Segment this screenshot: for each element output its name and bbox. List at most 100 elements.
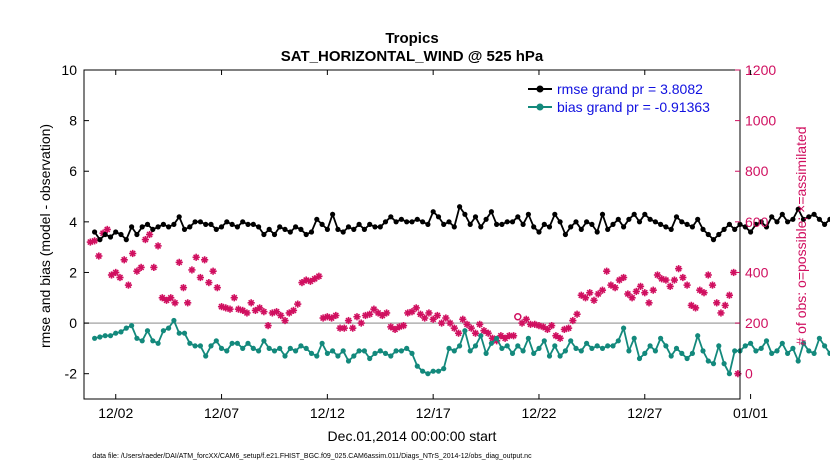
rmse-point	[113, 229, 119, 235]
rmse-point	[541, 221, 547, 227]
rmse-point	[208, 221, 214, 227]
rmse-point	[594, 229, 600, 235]
y-tick-label-left: 10	[61, 62, 77, 78]
obs-assimilated-marker	[230, 294, 238, 302]
bias-point	[589, 345, 595, 351]
bias-point	[324, 350, 330, 356]
bias-point	[256, 348, 262, 354]
rmse-point	[758, 219, 764, 225]
bias-point	[790, 345, 796, 351]
bias-point	[689, 350, 696, 356]
obs-assimilated-marker	[344, 316, 353, 325]
y-axis-label-right: # of obs: o=possible; ×=assimilated	[793, 126, 809, 345]
rmse-point	[330, 211, 336, 217]
legend-rmse-marker	[536, 85, 544, 93]
bias-point	[361, 348, 367, 354]
obs-assimilated-marker	[141, 235, 149, 244]
obs-assimilated-marker	[205, 278, 213, 287]
bias-point	[356, 348, 362, 354]
obs-assimilated-marker	[459, 315, 467, 323]
rmse-point	[107, 234, 114, 240]
bias-point	[668, 353, 674, 359]
obs-assimilated-marker	[226, 305, 234, 313]
rmse-point	[218, 224, 225, 230]
rmse-point	[568, 224, 574, 230]
rmse-point	[790, 216, 796, 222]
rmse-point	[356, 221, 362, 227]
rmse-point	[552, 211, 558, 217]
obs-assimilated-marker	[509, 332, 518, 340]
x-tick-label: 12/17	[416, 405, 451, 421]
bias-point	[525, 335, 532, 341]
rmse-point	[340, 229, 346, 235]
bias-point	[541, 338, 547, 344]
bias-point	[192, 343, 198, 349]
rmse-point	[123, 237, 129, 243]
obs-assimilated-marker	[691, 304, 700, 312]
bias-point	[451, 348, 457, 354]
rmse-point	[562, 231, 569, 238]
rmse-point	[647, 216, 653, 222]
rmse-point	[430, 209, 436, 215]
rmse-point	[504, 219, 510, 225]
rmse-point	[679, 219, 685, 225]
plot-background	[84, 70, 740, 399]
bias-point	[795, 358, 801, 364]
rmse-point	[668, 226, 674, 232]
rmse-point	[129, 224, 135, 230]
rmse-point	[287, 229, 293, 235]
rmse-point	[726, 221, 733, 227]
rmse-point	[652, 219, 659, 225]
rmse-point	[488, 209, 494, 215]
obs-assimilated-marker	[564, 324, 573, 332]
obs-assimilated-marker	[408, 308, 416, 316]
bias-point	[785, 350, 791, 356]
obs-assimilated-marker	[620, 273, 628, 282]
bias-point	[271, 348, 278, 354]
rmse-point	[515, 214, 521, 220]
rmse-point	[308, 229, 315, 235]
rmse-point	[102, 231, 108, 238]
bias-point	[811, 350, 817, 356]
obs-assimilated-marker	[213, 284, 221, 292]
rmse-point	[92, 229, 98, 235]
obs-assimilated-marker	[421, 314, 429, 322]
rmse-point	[155, 224, 161, 230]
obs-assimilated-marker	[586, 289, 594, 297]
bias-point	[129, 323, 135, 329]
rmse-point	[695, 216, 701, 222]
rmse-point	[800, 216, 807, 222]
bias-point	[742, 343, 748, 349]
rmse-point	[171, 221, 177, 227]
bias-point	[652, 348, 659, 354]
obs-assimilated-marker	[260, 308, 268, 316]
obs-assimilated-marker	[433, 311, 441, 320]
rmse-point	[753, 221, 759, 227]
rmse-point	[748, 229, 754, 235]
obs-assimilated-marker	[179, 284, 188, 292]
obs-assimilated-marker	[581, 294, 590, 302]
obs-assimilated-marker	[611, 284, 619, 292]
obs-assimilated-marker	[150, 263, 158, 271]
rmse-point	[700, 226, 706, 232]
bias-point	[546, 353, 553, 359]
bias-point	[414, 363, 420, 369]
rmse-point	[494, 221, 500, 227]
bias-point	[134, 335, 140, 341]
bias-point	[710, 361, 717, 367]
rmse-point	[525, 211, 532, 217]
rmse-point	[245, 221, 251, 227]
bias-point	[282, 353, 288, 359]
bias-point	[568, 338, 574, 344]
bias-point	[552, 343, 558, 349]
obs-assimilated-marker	[467, 324, 475, 332]
obs-assimilated-marker	[628, 294, 636, 302]
obs-assimilated-marker	[201, 256, 209, 264]
obs-assimilated-marker	[298, 278, 306, 287]
rmse-point	[393, 219, 399, 225]
bias-point	[679, 350, 685, 356]
obs-assimilated-marker	[454, 329, 463, 337]
bias-point	[404, 345, 410, 351]
bias-point	[573, 345, 579, 351]
